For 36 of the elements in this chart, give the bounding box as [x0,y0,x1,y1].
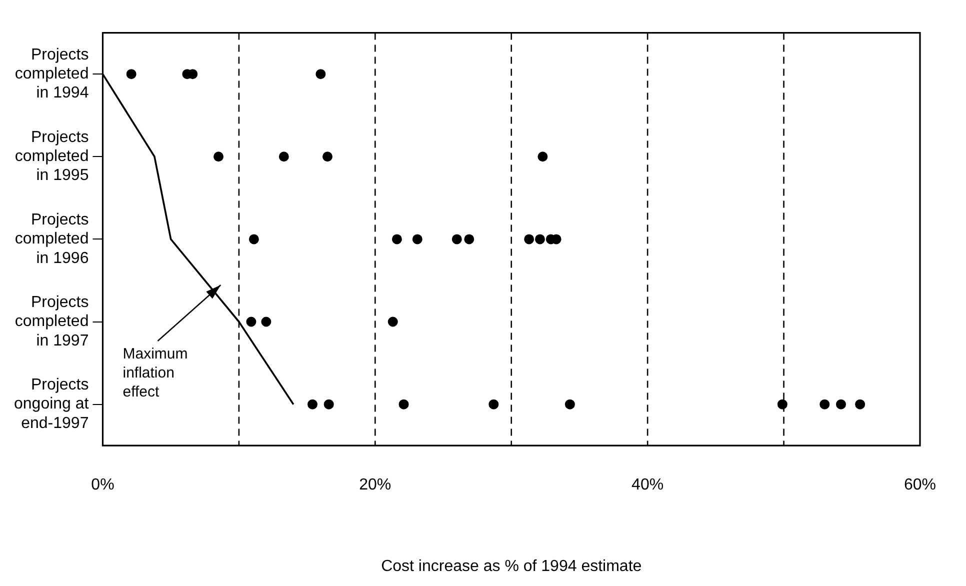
point [488,399,499,410]
point [777,399,788,410]
x-tick-label: 40% [632,476,664,494]
point [126,69,136,80]
y-tick-label: Projects ongoing at end-1997 [14,376,90,432]
point [214,152,224,162]
point [246,316,256,327]
point [248,234,259,244]
point [855,399,866,410]
y-tick-label: Projects completed in 1996 [14,211,89,267]
point [412,234,422,244]
x-tick-label: 20% [359,476,392,494]
x-tick-label: 0% [91,476,114,494]
point [316,69,326,80]
x-axis-title: Cost increase as % of 1994 estimate [381,558,642,575]
point [392,234,402,244]
point [278,152,289,162]
point [820,399,830,410]
point [324,399,334,410]
y-tick-label: Projects completed in 1997 [14,294,89,350]
y-tick-label: Projects completed in 1994 [14,46,89,102]
point [464,234,474,244]
point [538,152,548,162]
annotation: Maximum inflation effect [122,346,188,401]
point [836,399,846,410]
point [388,316,398,327]
point [534,234,545,244]
x-tick-label: 60% [904,476,936,494]
point [524,234,534,244]
y-tick-label: Projects completed in 1995 [14,128,89,184]
point [322,152,332,162]
point [307,399,318,410]
point [261,316,272,327]
point [398,399,409,410]
point [452,234,462,244]
point [564,399,575,410]
